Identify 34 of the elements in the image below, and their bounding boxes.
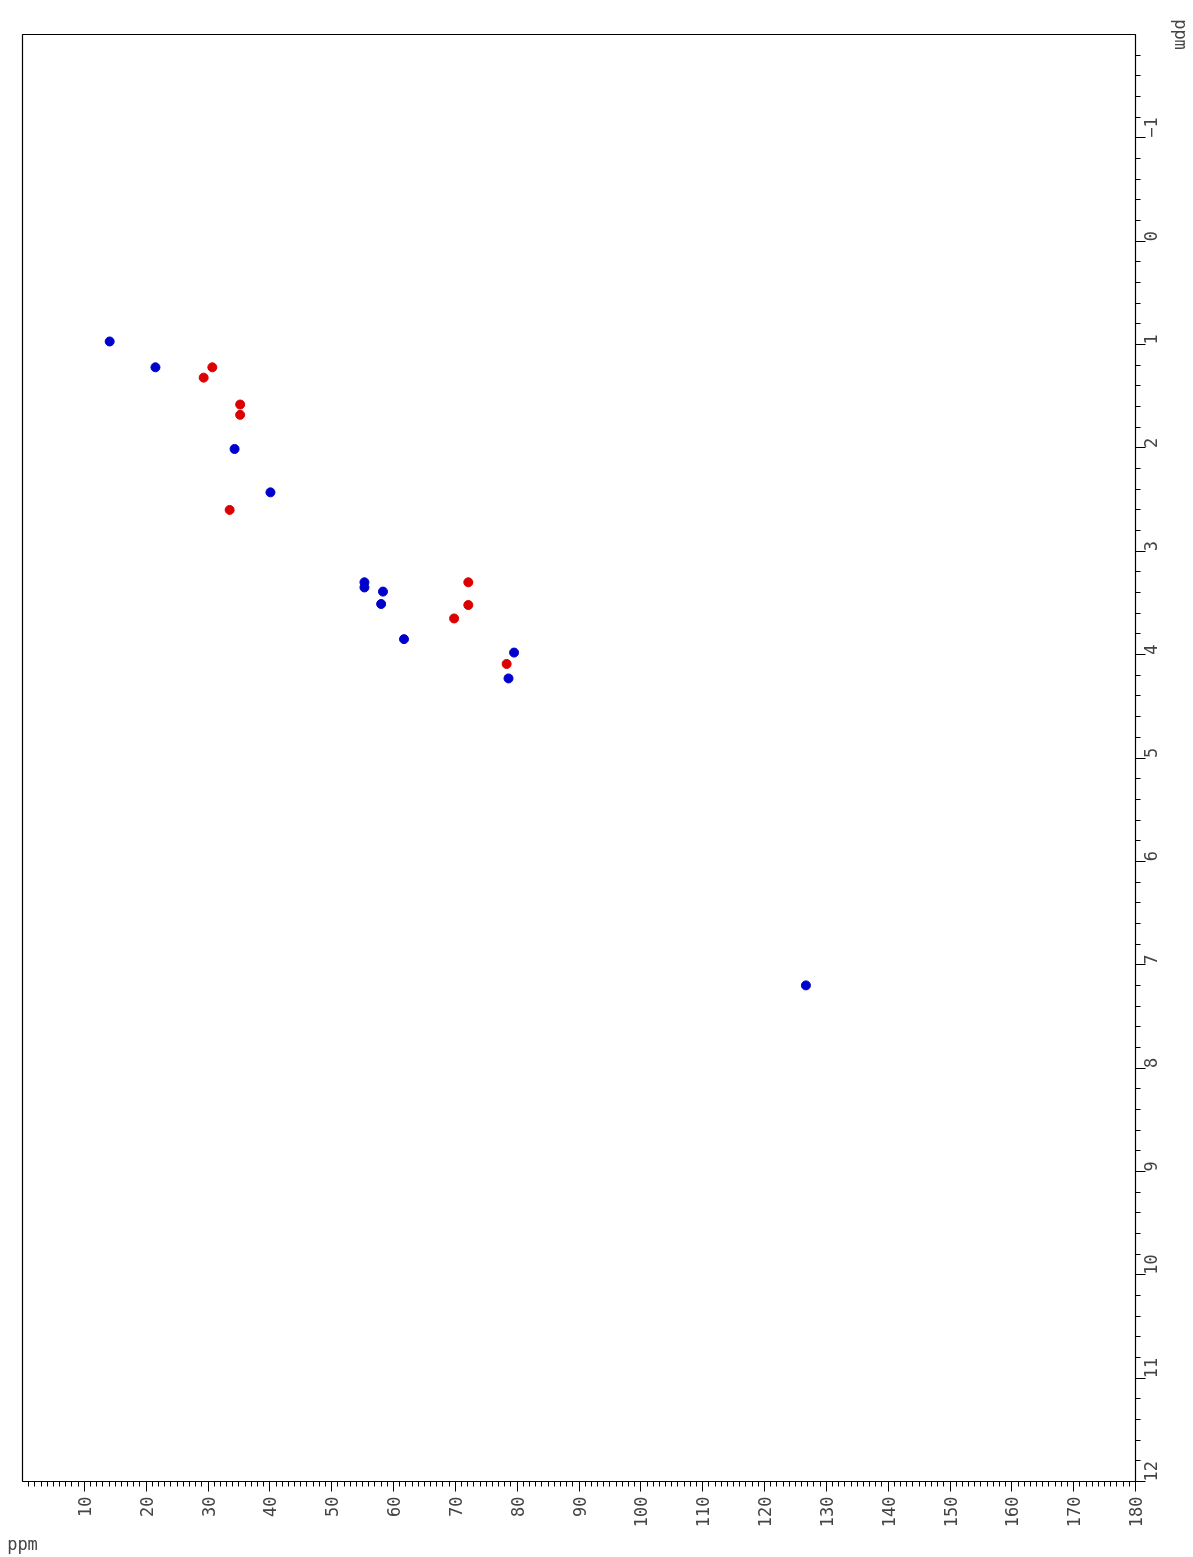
y-tick-label: 2 — [1141, 437, 1161, 448]
y-tick-label: 9 — [1141, 1161, 1161, 1172]
x-tick-label: 110 — [693, 1496, 714, 1528]
x-tick-label: 150 — [940, 1496, 961, 1528]
x-tick-label: 140 — [878, 1496, 899, 1528]
y-tick-label: 5 — [1141, 747, 1161, 758]
y-tick-label: 12 — [1141, 1461, 1161, 1482]
y-tick-label: 3 — [1141, 541, 1161, 552]
x-tick-label: 100 — [631, 1496, 652, 1528]
y-tick-label: 0 — [1141, 230, 1161, 242]
x-tick-label: 30 — [198, 1496, 219, 1517]
y-tick-label: 4 — [1141, 644, 1161, 655]
y-tick-label: −1 — [1141, 117, 1161, 138]
y-tick-label: 10 — [1141, 1254, 1161, 1275]
x-tick-label: 120 — [755, 1496, 775, 1528]
x-tick-label: 60 — [384, 1496, 404, 1517]
x-tick-label: 80 — [507, 1496, 528, 1517]
x-tick-label: 170 — [1064, 1496, 1085, 1528]
x-tick-label: 10 — [74, 1496, 95, 1517]
x-tick-label: 70 — [445, 1496, 466, 1517]
x-tick-label: 50 — [322, 1496, 343, 1517]
y-tick-label: 7 — [1141, 954, 1161, 965]
y-tick-label: 8 — [1141, 1057, 1161, 1069]
x-tick-label: 180 — [1126, 1496, 1146, 1528]
x-tick-label: 40 — [260, 1496, 281, 1517]
y-tick-label: 6 — [1141, 851, 1161, 862]
y-axis-title: ppm — [1170, 19, 1191, 50]
x-tick-label: 160 — [1002, 1496, 1023, 1528]
x-tick-label: 130 — [816, 1496, 837, 1528]
y-tick-label: 11 — [1141, 1357, 1161, 1379]
y-tick-label: 1 — [1141, 334, 1161, 345]
x-tick-label: 90 — [569, 1496, 590, 1517]
x-tick-label: 20 — [136, 1496, 157, 1517]
x-axis-title: ppm — [7, 1534, 38, 1555]
